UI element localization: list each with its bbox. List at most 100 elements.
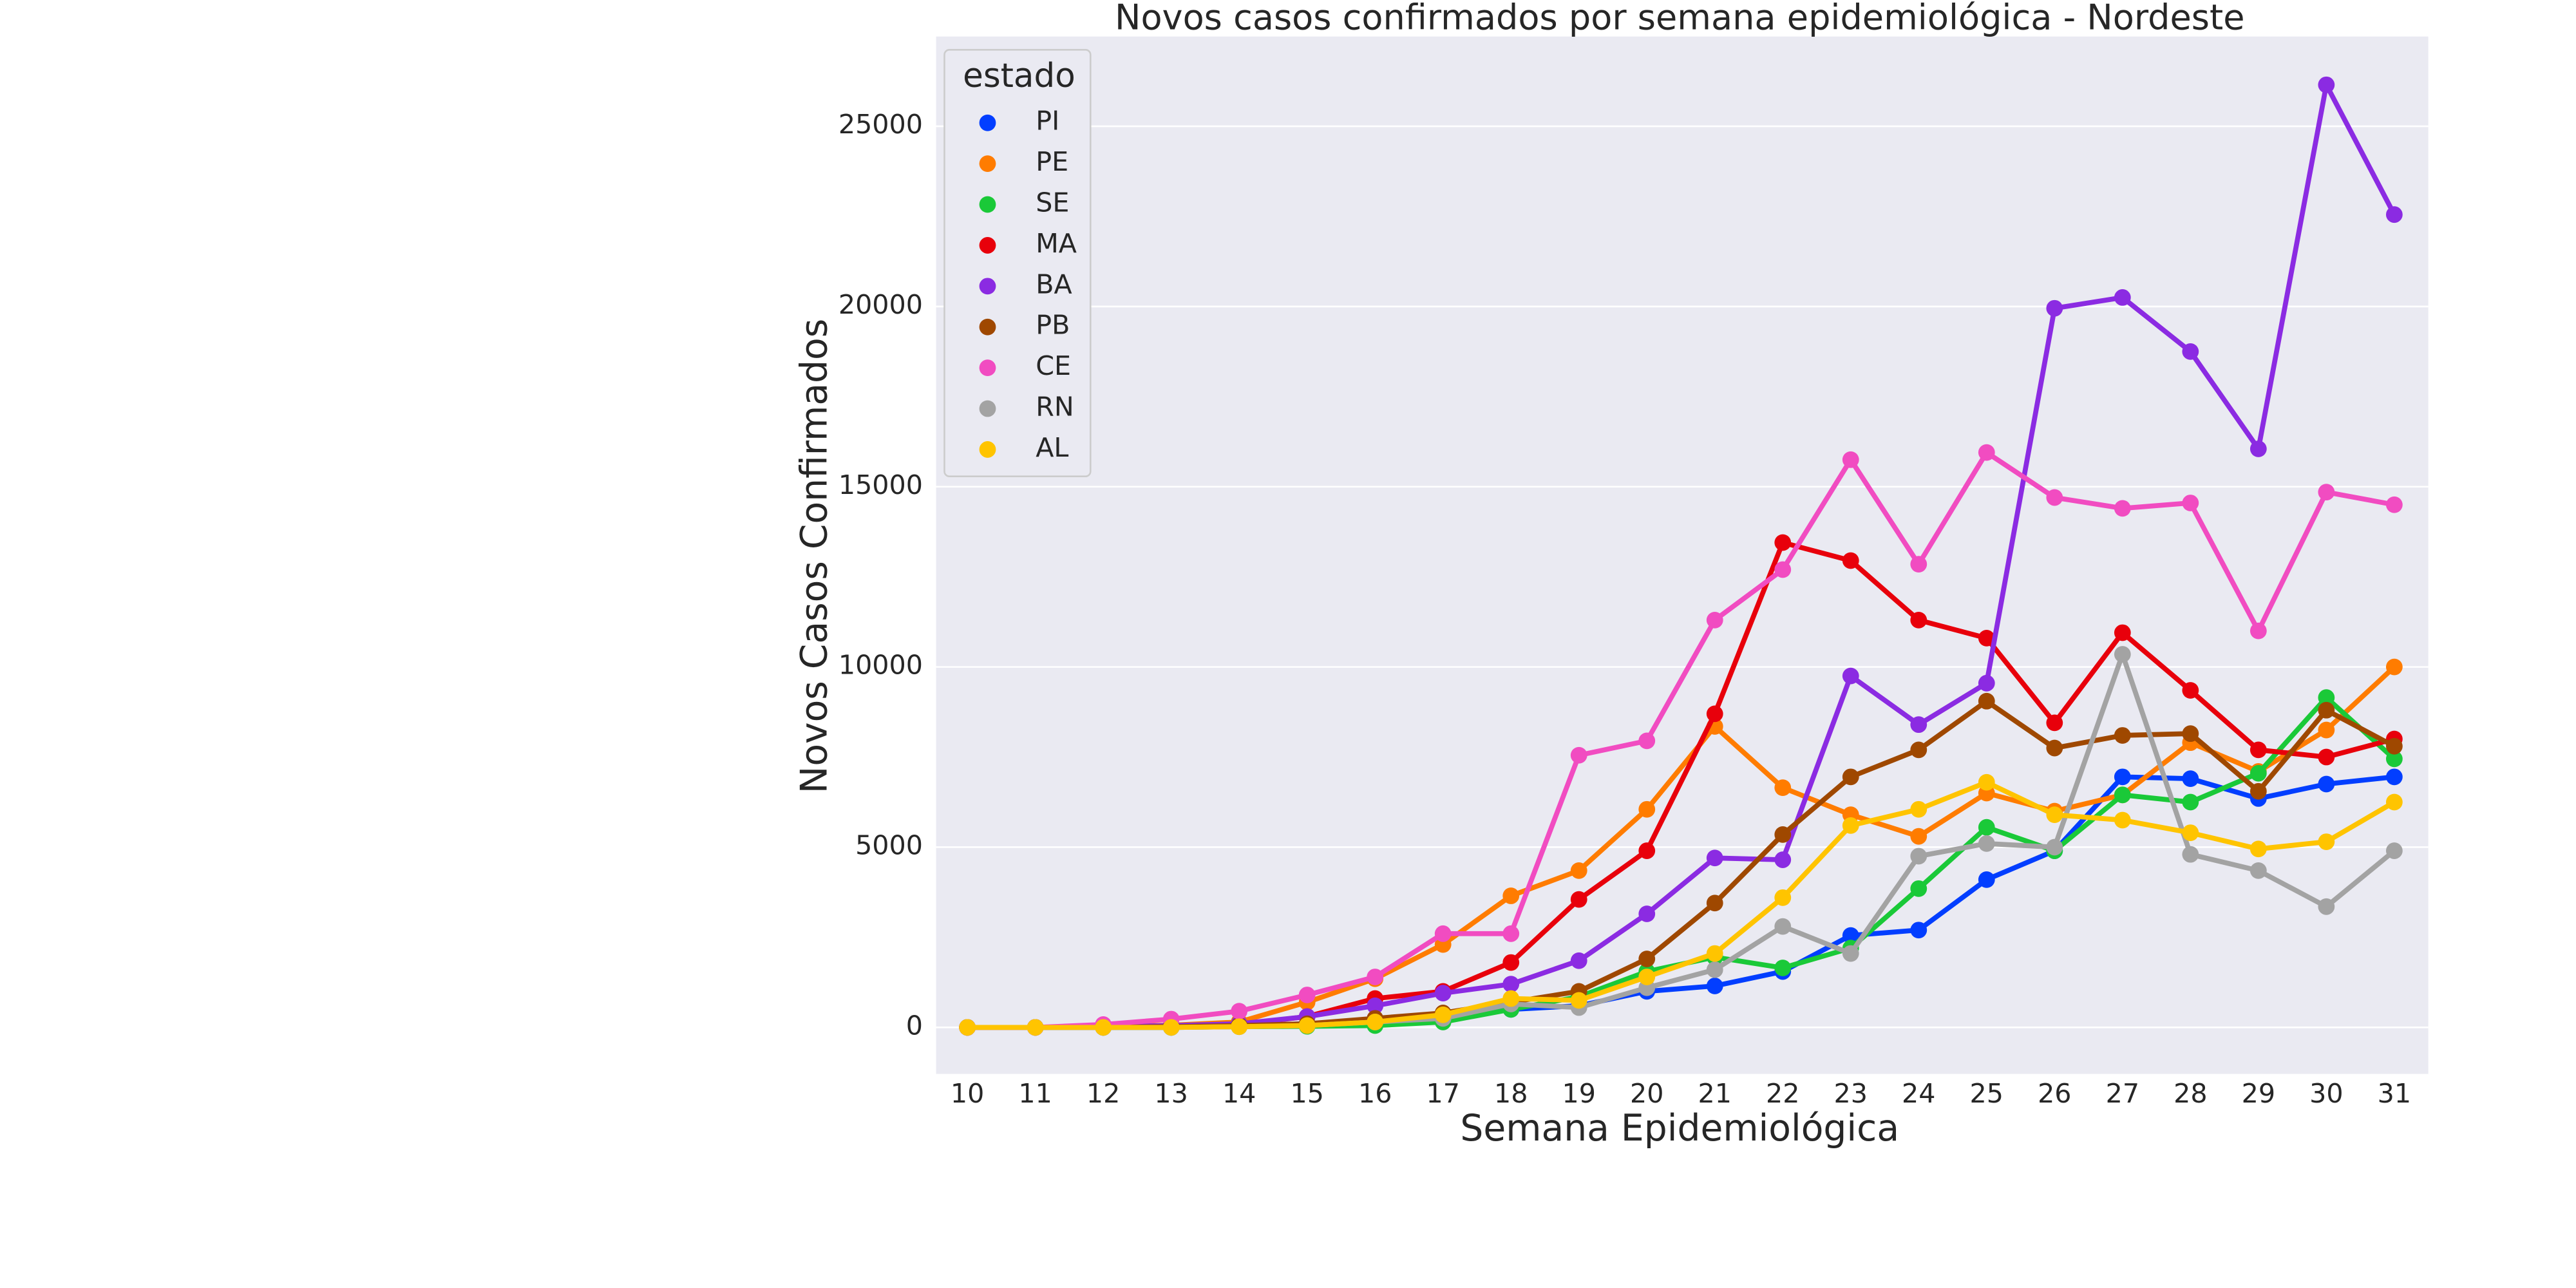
data-point <box>1231 1018 1248 1036</box>
data-point <box>2318 721 2335 739</box>
legend-marker <box>979 318 996 336</box>
data-point <box>2249 862 2267 879</box>
data-point <box>2114 786 2131 804</box>
x-tick-label: 24 <box>1902 1078 1935 1109</box>
legend-marker <box>979 196 996 213</box>
data-point <box>2114 624 2131 641</box>
x-tick-label: 22 <box>1766 1078 1799 1109</box>
data-point <box>1231 1003 1248 1020</box>
data-point <box>2182 682 2199 699</box>
x-tick-label: 20 <box>1630 1078 1663 1109</box>
x-tick-label: 29 <box>2242 1078 2275 1109</box>
x-tick-label: 31 <box>2378 1078 2411 1109</box>
data-point <box>2182 495 2199 511</box>
data-point <box>1842 552 1859 569</box>
x-tick-label: 30 <box>2309 1078 2343 1109</box>
data-point <box>2318 484 2335 501</box>
data-point <box>1638 951 1656 967</box>
series-line <box>967 779 2396 1030</box>
data-point <box>2318 689 2335 706</box>
data-point <box>2318 898 2335 915</box>
data-point <box>2182 824 2199 841</box>
data-point <box>2182 793 2199 811</box>
y-tick-label: 0 <box>906 1010 923 1041</box>
data-point <box>1774 918 1792 935</box>
data-point <box>2249 840 2267 858</box>
data-point <box>1774 779 1792 797</box>
x-tick-label: 10 <box>951 1078 984 1109</box>
legend-marker <box>979 155 996 173</box>
data-point <box>1706 705 1723 723</box>
data-point <box>2318 833 2335 850</box>
data-point <box>1978 692 1995 710</box>
legend-title: estado <box>963 57 1075 95</box>
data-point <box>2385 768 2403 786</box>
data-point <box>1978 773 1995 791</box>
y-tick-label: 5000 <box>855 829 923 860</box>
data-point <box>1367 969 1384 985</box>
data-point <box>2182 725 2199 743</box>
chart-title: Novos casos confirmados por semana epide… <box>1115 0 2245 38</box>
data-point <box>1774 960 1792 976</box>
data-point <box>1298 987 1316 1003</box>
data-point <box>1842 667 1859 685</box>
data-point <box>2249 741 2267 759</box>
data-point <box>2046 299 2063 317</box>
legend-label: AL <box>1036 432 1068 463</box>
data-point <box>1367 1014 1384 1030</box>
data-point <box>1638 842 1656 859</box>
x-tick-label: 15 <box>1290 1078 1323 1109</box>
data-point <box>2182 343 2199 360</box>
legend-marker <box>979 359 996 377</box>
legend-label: MA <box>1036 228 1077 259</box>
data-point <box>2385 496 2403 513</box>
data-point <box>1502 925 1520 942</box>
data-point <box>1978 629 1995 647</box>
data-point <box>1706 978 1723 994</box>
legend-marker <box>979 114 996 131</box>
data-point <box>1706 961 1723 978</box>
data-point <box>2046 806 2063 823</box>
data-point <box>2114 768 2131 786</box>
data-point <box>1910 611 1927 629</box>
x-tick-label: 18 <box>1494 1078 1528 1109</box>
data-point <box>1910 800 1927 818</box>
data-point <box>1910 716 1927 734</box>
data-point <box>2182 846 2199 863</box>
data-point <box>2114 500 2131 517</box>
legend-label: CE <box>1036 350 1071 381</box>
legend-label: RN <box>1036 392 1074 422</box>
data-point <box>1910 848 1927 865</box>
data-point <box>2318 748 2335 766</box>
data-point <box>1842 927 1859 944</box>
data-point <box>1774 851 1792 868</box>
data-point <box>2249 622 2267 639</box>
data-point <box>1774 561 1792 578</box>
legend-label: PB <box>1036 310 1070 341</box>
data-point <box>1774 889 1792 906</box>
data-point <box>1570 891 1587 908</box>
data-point <box>1774 826 1792 843</box>
x-tick-label: 25 <box>1970 1078 2003 1109</box>
data-point <box>1638 969 1656 985</box>
x-tick-label: 13 <box>1154 1078 1188 1109</box>
data-point <box>1570 862 1587 879</box>
x-tick-label: 14 <box>1222 1078 1256 1109</box>
data-point <box>1978 819 1995 836</box>
data-point <box>1910 741 1927 759</box>
data-point <box>1502 954 1520 971</box>
data-point <box>1298 1017 1316 1034</box>
data-point <box>1978 444 1995 461</box>
data-point <box>2385 737 2403 755</box>
data-point <box>2182 770 2199 788</box>
data-point <box>1570 952 1587 969</box>
x-axis-label: Semana Epidemiológica <box>1460 1107 1899 1150</box>
data-point <box>1978 674 1995 692</box>
data-point <box>2318 76 2335 93</box>
data-point <box>2385 658 2403 676</box>
data-point <box>959 1019 976 1036</box>
data-point <box>2046 739 2063 757</box>
data-point <box>1638 905 1656 922</box>
legend-label: SE <box>1036 187 1069 218</box>
x-tick-label: 21 <box>1698 1078 1732 1109</box>
